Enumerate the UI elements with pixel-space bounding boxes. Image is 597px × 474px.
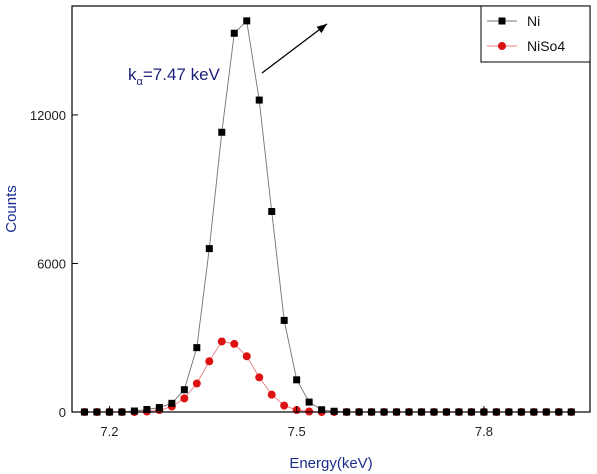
- data-point: [255, 373, 264, 382]
- axes-layer: 7.2 7.5 7.8 0 6000 12000: [30, 108, 493, 439]
- data-point: [168, 399, 176, 407]
- annotation-arrowhead: [316, 23, 327, 34]
- data-point: [205, 357, 214, 366]
- data-point: [230, 29, 238, 37]
- data-point: [293, 376, 301, 384]
- legend-item-niso4: NiSo4: [487, 38, 565, 54]
- data-point: [180, 386, 188, 394]
- data-point: [217, 337, 226, 346]
- y-tick-label: 0: [59, 405, 66, 420]
- data-point: [218, 128, 226, 136]
- data-point: [155, 404, 163, 412]
- data-point: [330, 407, 338, 415]
- x-axis-title: Energy(keV): [289, 455, 372, 472]
- annotation-label: kα=7.47 keV: [128, 65, 221, 88]
- legend-label: NiSo4: [527, 38, 565, 54]
- x-tick-label: 7.2: [100, 424, 118, 439]
- legend-items: Ni NiSo4: [487, 13, 565, 54]
- x-tick-label: 7.5: [288, 424, 306, 439]
- data-point: [255, 96, 263, 104]
- data-point: [180, 394, 189, 403]
- legend-marker: [498, 42, 506, 50]
- data-point: [205, 245, 213, 253]
- plot-frame: [71, 5, 591, 413]
- annotation-value: =7.47 keV: [143, 65, 221, 84]
- annotation-k: k: [128, 65, 137, 84]
- data-point: [280, 401, 289, 410]
- data-point: [193, 344, 201, 352]
- legend-label: Ni: [527, 13, 540, 29]
- data-point: [267, 390, 276, 399]
- annotation-arrow: [261, 23, 328, 74]
- data-point: [230, 339, 239, 348]
- data-point: [130, 407, 138, 415]
- legend-box: [480, 5, 591, 63]
- legend-marker: [498, 17, 506, 25]
- series-niso4: [80, 337, 576, 416]
- annotation-subscript: α: [137, 76, 144, 88]
- data-point: [268, 207, 276, 215]
- x-tick-label: 7.8: [475, 424, 493, 439]
- data-point: [305, 398, 313, 406]
- series-line: [84, 340, 572, 413]
- data-point: [192, 379, 201, 388]
- data-point: [242, 352, 251, 361]
- legend-item-ni: Ni: [487, 13, 540, 29]
- peak-annotation: kα=7.47 keV: [128, 23, 328, 88]
- data-point: [280, 316, 288, 324]
- y-axis-title: Counts: [3, 185, 20, 233]
- legend: Ni NiSo4: [480, 5, 591, 63]
- data-point: [243, 17, 251, 25]
- data-point: [143, 406, 151, 414]
- data-point: [318, 406, 326, 414]
- y-tick-label: 6000: [37, 256, 66, 271]
- y-tick-label: 12000: [30, 108, 66, 123]
